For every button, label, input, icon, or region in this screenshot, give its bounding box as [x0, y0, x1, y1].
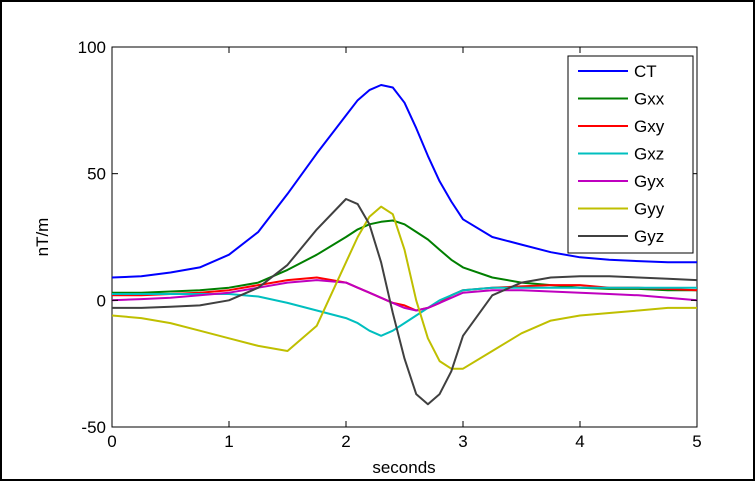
legend-label-gyz: Gyz [634, 227, 664, 246]
series-line-ct [111, 84, 697, 279]
legend-entries: CT Gxx Gxy Gxz Gyx Gyy Gyz [578, 62, 665, 246]
legend-label-ct: CT [634, 62, 657, 81]
series-line-gyy [111, 205, 697, 370]
series-lines [111, 84, 698, 406]
series-line-gyz [112, 198, 698, 406]
legend-label-gyx: Gyx [634, 172, 665, 191]
legend: CT Gxx Gxy Gxz Gyx Gyy Gyz [567, 55, 694, 254]
y-tick-label: -50 [81, 418, 106, 437]
legend-label-gxx: Gxx [634, 90, 665, 109]
y-axis-label: nT/m [33, 218, 52, 257]
y-tick-label: 100 [78, 38, 106, 57]
x-tick-label: 4 [575, 432, 584, 451]
x-tick-label: 2 [341, 432, 350, 451]
series-line-gxz [112, 286, 697, 337]
series-line-gyx [111, 279, 698, 312]
y-tick-label: 50 [87, 165, 106, 184]
y-tick-label: 0 [97, 291, 106, 310]
legend-label-gxy: Gxy [634, 117, 665, 136]
x-tick-label: 3 [458, 432, 467, 451]
legend-label-gyy: Gyy [634, 200, 665, 219]
x-tick-label: 5 [692, 432, 701, 451]
x-tick-label: 0 [107, 432, 116, 451]
series-line-gxy [112, 276, 698, 312]
x-axis-label: seconds [372, 458, 435, 477]
x-tick-label: 1 [224, 432, 233, 451]
legend-label-gxz: Gxz [634, 145, 664, 164]
